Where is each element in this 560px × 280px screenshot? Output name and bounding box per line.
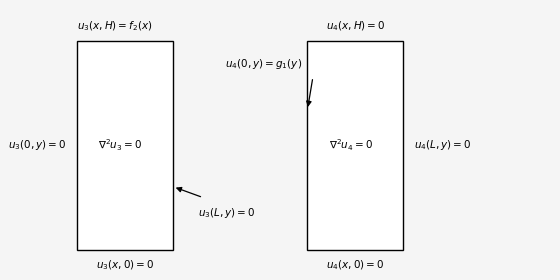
Text: $u_3\left(x,H\right)=f_2\left(x\right)$: $u_3\left(x,H\right)=f_2\left(x\right)$ bbox=[77, 19, 152, 33]
Bar bbox=[307, 41, 403, 250]
Text: $u_3\left(x,0\right)=0$: $u_3\left(x,0\right)=0$ bbox=[96, 258, 154, 272]
Text: $u_4\left(x,0\right)=0$: $u_4\left(x,0\right)=0$ bbox=[326, 258, 385, 272]
Text: $\nabla^2 u_4=0$: $\nabla^2 u_4=0$ bbox=[329, 138, 373, 153]
Bar bbox=[77, 41, 173, 250]
Text: $u_3\left(L,y\right)=0$: $u_3\left(L,y\right)=0$ bbox=[198, 206, 255, 220]
Text: $u_4\left(0,y\right)=g_1\left(y\right)$: $u_4\left(0,y\right)=g_1\left(y\right)$ bbox=[225, 57, 302, 71]
Text: $\nabla^2 u_3=0$: $\nabla^2 u_3=0$ bbox=[98, 138, 142, 153]
Text: $u_4\left(x,H\right)=0$: $u_4\left(x,H\right)=0$ bbox=[326, 19, 385, 33]
Text: $u_4\left(L,y\right)=0$: $u_4\left(L,y\right)=0$ bbox=[414, 139, 472, 153]
Text: $u_3\left(0,y\right)=0$: $u_3\left(0,y\right)=0$ bbox=[8, 139, 66, 153]
